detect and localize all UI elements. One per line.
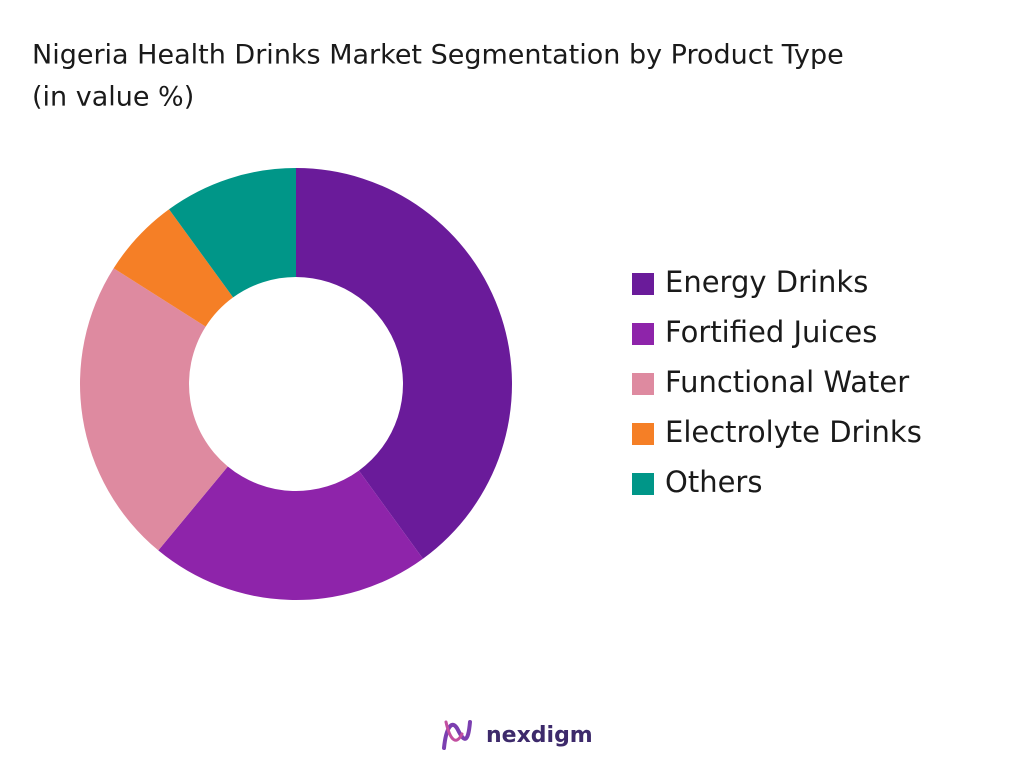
donut-segment (158, 466, 423, 601)
brand-logo: nexdigm (442, 720, 593, 750)
legend-label: Functional Water (665, 365, 909, 399)
legend-swatch (632, 473, 654, 495)
chart-title: Nigeria Health Drinks Market Segmentatio… (32, 40, 844, 71)
legend-label: Energy Drinks (665, 265, 868, 299)
legend-label: Fortified Juices (665, 315, 877, 349)
legend-swatch (632, 373, 654, 395)
brand-icon-accent (444, 720, 464, 742)
legend-label: Electrolyte Drinks (665, 415, 922, 449)
legend-label: Others (665, 465, 762, 499)
donut-segment (296, 168, 512, 559)
donut-segment (113, 209, 234, 327)
donut-segment (169, 168, 296, 298)
brand-icon (442, 720, 472, 750)
legend-swatch (632, 323, 654, 345)
brand-name: nexdigm (486, 723, 593, 748)
donut-segment (79, 268, 228, 551)
chart-subtitle: (in value %) (32, 82, 194, 113)
legend-swatch (632, 423, 654, 445)
legend-swatch (632, 273, 654, 295)
